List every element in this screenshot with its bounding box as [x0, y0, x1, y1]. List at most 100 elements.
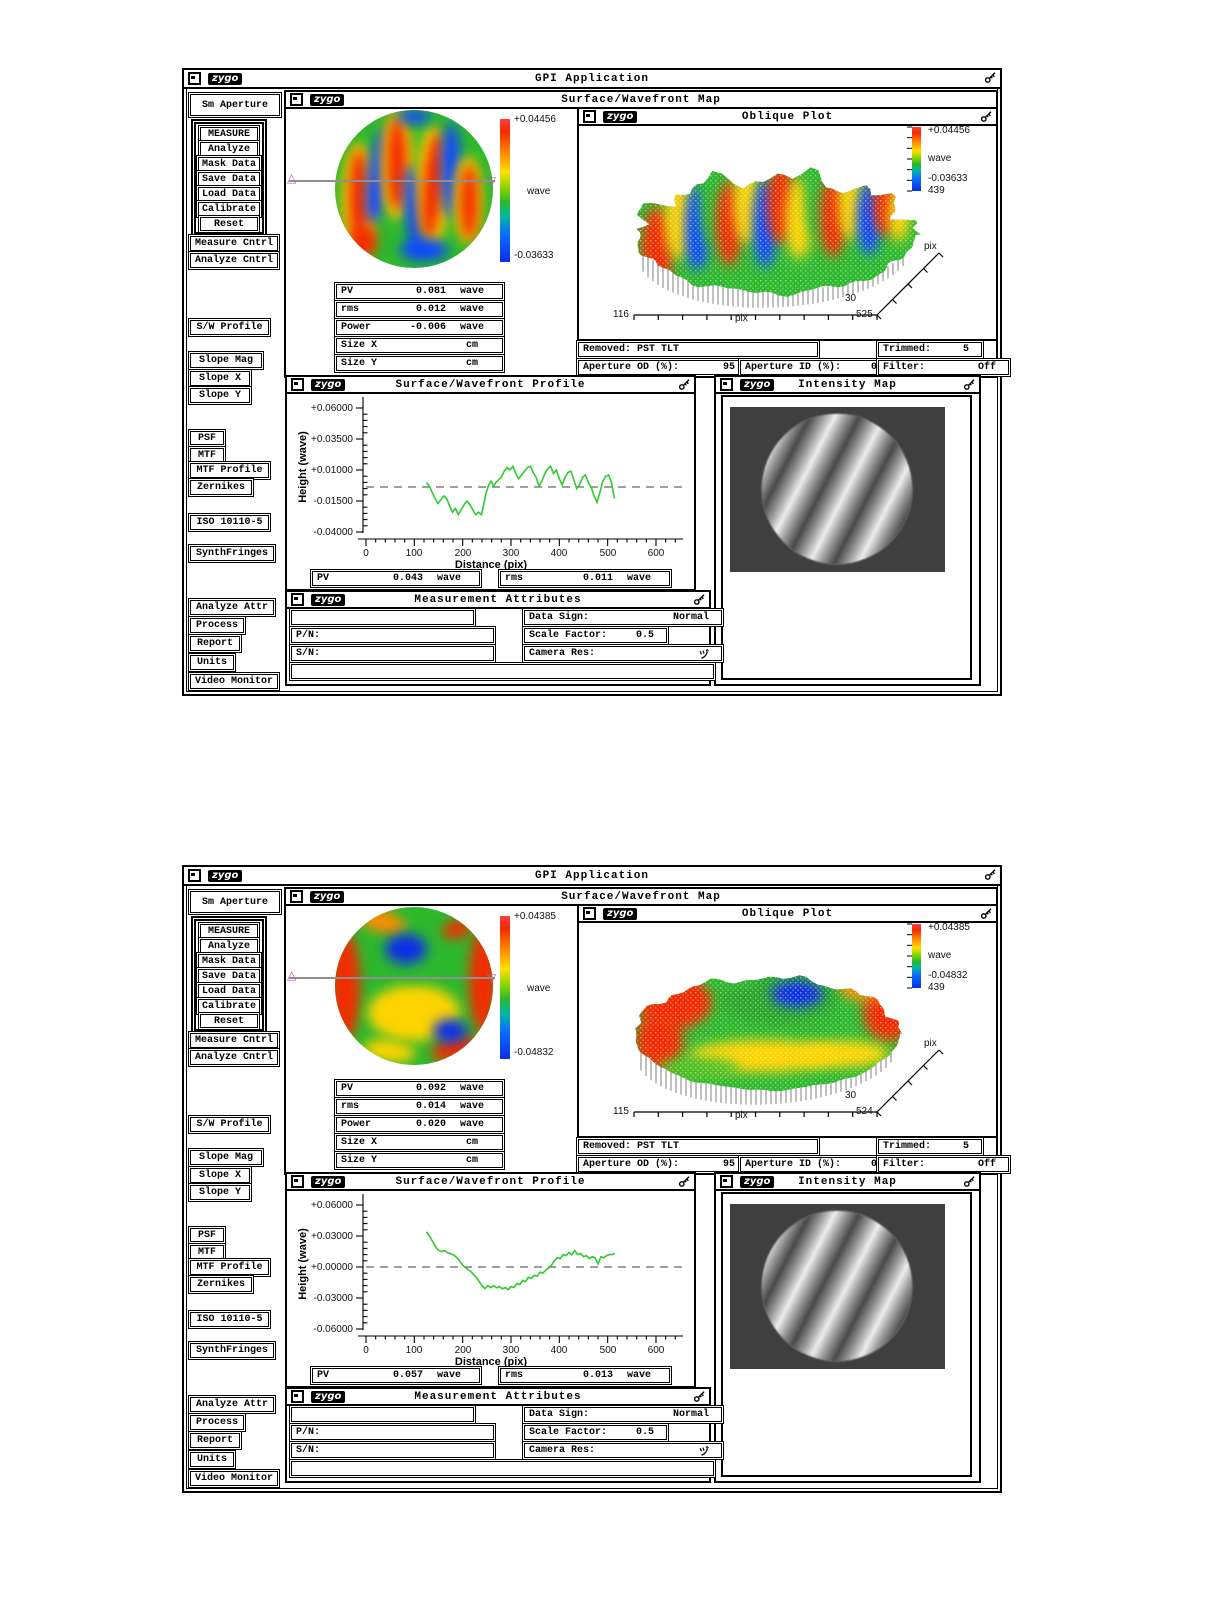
key-icon[interactable]	[963, 1175, 976, 1188]
sidebar-item-zernikes[interactable]: Zernikes	[190, 1277, 252, 1292]
part-number-field[interactable]: P/N:	[291, 1425, 494, 1440]
notes-field[interactable]	[291, 1461, 714, 1476]
key-icon[interactable]	[980, 907, 993, 920]
sidebar-item-mask-data[interactable]: Mask Data	[198, 157, 260, 171]
sidebar-item-calibrate[interactable]: Calibrate	[198, 202, 260, 216]
scan-right-marker[interactable]: ▽	[487, 971, 497, 985]
sidebar-item-mtf[interactable]: MTF	[190, 1245, 224, 1259]
window-menu-icon[interactable]	[583, 907, 596, 920]
sidebar-item-video-monitor[interactable]: Video Monitor	[190, 674, 278, 689]
sidebar-item-iso-10110-5[interactable]: ISO 10110-5	[190, 1312, 269, 1327]
window-menu-icon[interactable]	[583, 110, 596, 123]
sidebar-item-synthfringes[interactable]: SynthFringes	[190, 546, 274, 561]
window-menu-icon[interactable]	[291, 593, 304, 606]
scan-left-marker[interactable]: △	[287, 171, 297, 185]
sidebar-item-slope-y[interactable]: Slope Y	[190, 388, 250, 403]
sidebar-item-report[interactable]: Report	[190, 1433, 240, 1448]
sidebar-item-process[interactable]: Process	[190, 1415, 244, 1430]
sidebar-item-mtf[interactable]: MTF	[190, 448, 224, 462]
sidebar-item-slope-x[interactable]: Slope X	[190, 371, 250, 386]
key-icon[interactable]	[678, 1175, 691, 1188]
aperture-id-field[interactable]: Aperture ID (%): 0	[740, 360, 890, 375]
sidebar-item-sw-profile[interactable]: S/W Profile	[190, 1117, 269, 1132]
key-icon[interactable]	[678, 378, 691, 391]
sidebar-item-sm-aperture[interactable]: Sm Aperture	[190, 891, 280, 913]
sidebar-item-measure-cntrl[interactable]: Measure Cntrl	[190, 236, 278, 251]
aperture-od-field[interactable]: Aperture OD (%): 95	[578, 360, 748, 375]
profile-scan-line[interactable]	[289, 977, 495, 979]
notes-field[interactable]	[291, 664, 714, 679]
sidebar-item-units[interactable]: Units	[190, 1452, 234, 1467]
camera-res-field[interactable]: Camera Res: ヅ	[524, 1443, 722, 1458]
zygo-logo: zygo	[603, 110, 638, 123]
sidebar-item-analyze-attr[interactable]: Analyze Attr	[190, 1397, 274, 1412]
sidebar-item-sw-profile[interactable]: S/W Profile	[190, 320, 269, 335]
sidebar-item-calibrate[interactable]: Calibrate	[198, 999, 260, 1013]
sidebar-item-slope-mag[interactable]: Slope Mag	[190, 1150, 262, 1165]
sidebar-item-reset[interactable]: Reset	[200, 1014, 258, 1028]
sidebar-item-analyze-attr[interactable]: Analyze Attr	[190, 600, 274, 615]
serial-number-field[interactable]: S/N:	[291, 646, 494, 661]
sidebar-item-psf[interactable]: PSF	[190, 431, 224, 445]
window-menu-icon[interactable]	[290, 890, 303, 903]
sidebar-item-load-data[interactable]: Load Data	[198, 984, 260, 998]
window-menu-icon[interactable]	[290, 93, 303, 106]
sidebar-item-sm-aperture[interactable]: Sm Aperture	[190, 94, 280, 116]
sidebar-item-reset[interactable]: Reset	[200, 217, 258, 231]
data-sign-field[interactable]: Data Sign: Normal	[524, 610, 722, 625]
sidebar-item-analyze-cntrl[interactable]: Analyze Cntrl	[190, 1050, 278, 1065]
sidebar-item-analyze-cntrl[interactable]: Analyze Cntrl	[190, 253, 278, 268]
sidebar-item-report[interactable]: Report	[190, 636, 240, 651]
scan-left-marker[interactable]: △	[287, 968, 297, 982]
window-menu-icon[interactable]	[188, 869, 201, 882]
sidebar-item-zernikes[interactable]: Zernikes	[190, 480, 252, 495]
comment-field[interactable]	[291, 610, 474, 625]
profile-scan-line[interactable]	[289, 180, 495, 182]
camera-res-field[interactable]: Camera Res: ヅ	[524, 646, 722, 661]
data-sign-field[interactable]: Data Sign: Normal	[524, 1407, 722, 1422]
part-number-field[interactable]: P/N:	[291, 628, 494, 643]
window-menu-icon[interactable]	[188, 72, 201, 85]
aperture-id-field[interactable]: Aperture ID (%): 0	[740, 1157, 890, 1172]
sidebar-item-save-data[interactable]: Save Data	[198, 172, 260, 186]
filter-field[interactable]: Filter: Off	[878, 360, 1009, 375]
sidebar-item-mtf-profile[interactable]: MTF Profile	[190, 463, 269, 478]
sidebar-item-slope-mag[interactable]: Slope Mag	[190, 353, 262, 368]
sidebar-item-video-monitor[interactable]: Video Monitor	[190, 1471, 278, 1486]
sidebar-item-slope-y[interactable]: Slope Y	[190, 1185, 250, 1200]
window-menu-icon[interactable]	[291, 1175, 304, 1188]
sidebar-item-measure[interactable]: MEASURE	[200, 127, 258, 141]
sidebar-item-load-data[interactable]: Load Data	[198, 187, 260, 201]
window-menu-icon[interactable]	[291, 378, 304, 391]
window-menu-icon[interactable]	[720, 378, 733, 391]
sidebar-item-analyze[interactable]: Analyze	[200, 142, 258, 156]
sidebar-item-iso-10110-5[interactable]: ISO 10110-5	[190, 515, 269, 530]
profile-xtick: 400	[550, 548, 568, 559]
sidebar-item-measure[interactable]: MEASURE	[200, 924, 258, 938]
sidebar-item-mtf-profile[interactable]: MTF Profile	[190, 1260, 269, 1275]
sidebar-item-psf[interactable]: PSF	[190, 1228, 224, 1242]
window-menu-icon[interactable]	[291, 1390, 304, 1403]
aperture-od-field[interactable]: Aperture OD (%): 95	[578, 1157, 748, 1172]
serial-number-field[interactable]: S/N:	[291, 1443, 494, 1458]
key-icon[interactable]	[693, 1390, 706, 1403]
key-icon[interactable]	[693, 593, 706, 606]
scan-right-marker[interactable]: ▽	[487, 174, 497, 188]
key-icon[interactable]	[980, 110, 993, 123]
key-icon[interactable]	[984, 868, 997, 881]
sidebar-item-units[interactable]: Units	[190, 655, 234, 670]
key-icon[interactable]	[984, 71, 997, 84]
sidebar-item-save-data[interactable]: Save Data	[198, 969, 260, 983]
window-menu-icon[interactable]	[720, 1175, 733, 1188]
scale-factor-field[interactable]: Scale Factor: 0.5	[524, 1425, 667, 1440]
comment-field[interactable]	[291, 1407, 474, 1422]
sidebar-item-slope-x[interactable]: Slope X	[190, 1168, 250, 1183]
key-icon[interactable]	[963, 378, 976, 391]
scale-factor-field[interactable]: Scale Factor: 0.5	[524, 628, 667, 643]
sidebar-item-measure-cntrl[interactable]: Measure Cntrl	[190, 1033, 278, 1048]
sidebar-item-mask-data[interactable]: Mask Data	[198, 954, 260, 968]
sidebar-item-analyze[interactable]: Analyze	[200, 939, 258, 953]
sidebar-item-process[interactable]: Process	[190, 618, 244, 633]
filter-field[interactable]: Filter: Off	[878, 1157, 1009, 1172]
sidebar-item-synthfringes[interactable]: SynthFringes	[190, 1343, 274, 1358]
